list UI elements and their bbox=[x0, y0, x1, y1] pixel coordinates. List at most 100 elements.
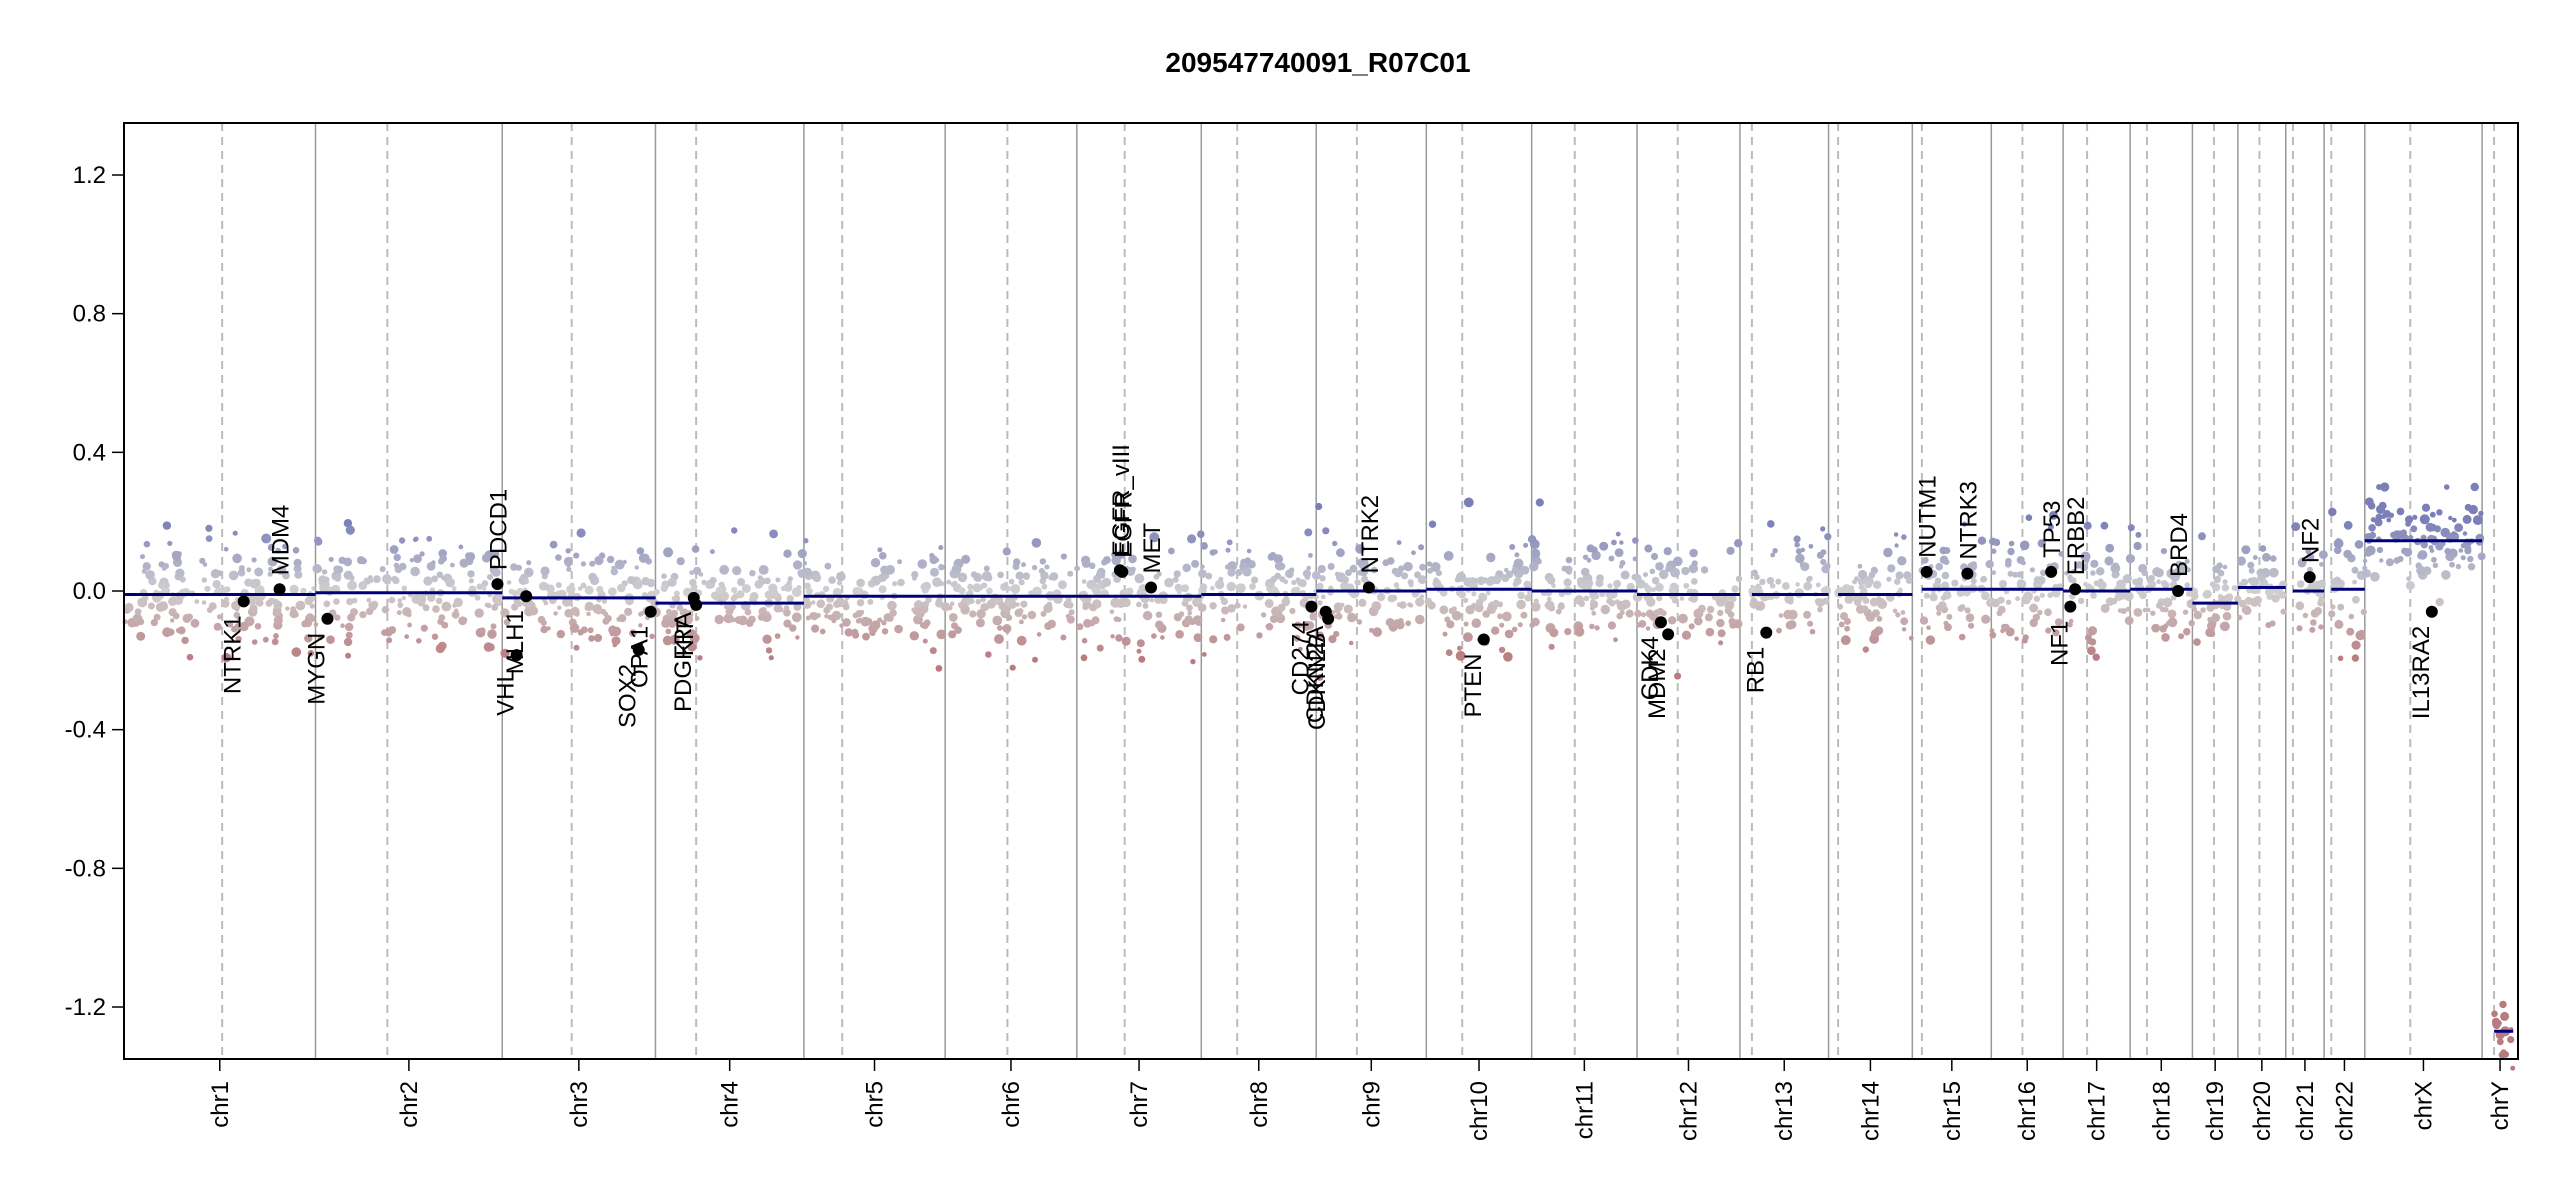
probe-point bbox=[972, 583, 982, 593]
probe-point bbox=[289, 584, 299, 595]
probe-point bbox=[1563, 578, 1572, 587]
probe-point bbox=[616, 616, 622, 622]
probe-point bbox=[1068, 609, 1075, 616]
probe-point bbox=[540, 566, 550, 576]
probe-point bbox=[673, 590, 680, 597]
probe-point bbox=[313, 622, 319, 627]
probe-point bbox=[1008, 578, 1015, 585]
probe-point bbox=[1694, 616, 1703, 626]
probe-point bbox=[158, 561, 165, 568]
probe-point bbox=[2161, 633, 2170, 642]
probe-point bbox=[1688, 623, 1695, 630]
probe-point bbox=[158, 601, 169, 611]
probe-point bbox=[333, 598, 340, 605]
probe-point bbox=[1578, 600, 1586, 607]
probe-point bbox=[638, 623, 643, 628]
probe-point bbox=[2037, 539, 2047, 548]
probe-point bbox=[940, 602, 951, 612]
probe-point bbox=[137, 618, 145, 625]
probe-point bbox=[1820, 526, 1826, 532]
probe-point bbox=[1283, 595, 1290, 602]
probe-point bbox=[1594, 625, 1600, 631]
probe-point bbox=[2162, 581, 2170, 589]
probe-point bbox=[186, 613, 194, 621]
probe-point bbox=[2318, 624, 2324, 630]
probe-point bbox=[2425, 522, 2435, 532]
probe-point bbox=[134, 608, 142, 616]
probe-point bbox=[2330, 604, 2336, 610]
probe-point bbox=[573, 644, 580, 651]
probe-point bbox=[1044, 564, 1050, 570]
probe-point bbox=[2351, 640, 2361, 650]
probe-point bbox=[1040, 610, 1047, 617]
probe-point bbox=[1735, 575, 1743, 582]
probe-point bbox=[2333, 538, 2344, 549]
probe-point bbox=[2358, 629, 2366, 637]
x-tick-label-chr5: chr5 bbox=[862, 1081, 889, 1128]
gene-marker-MET bbox=[1145, 581, 1158, 594]
probe-point bbox=[321, 569, 328, 575]
probe-point bbox=[213, 622, 222, 631]
probe-point bbox=[368, 602, 378, 611]
probe-point bbox=[842, 603, 850, 611]
probe-point bbox=[2376, 546, 2383, 554]
probe-point bbox=[967, 583, 974, 591]
probe-point bbox=[1197, 530, 1205, 538]
gene-marker-EGFR bbox=[1116, 565, 1129, 578]
probe-point bbox=[1858, 569, 1868, 580]
probe-point bbox=[2113, 571, 2120, 578]
probe-point bbox=[1728, 617, 1736, 626]
probe-point bbox=[2436, 509, 2443, 516]
probe-point bbox=[2499, 1000, 2507, 1009]
probe-point bbox=[1201, 652, 1207, 657]
probe-point bbox=[1869, 597, 1879, 607]
x-tick-label-chr20: chr20 bbox=[2249, 1081, 2276, 1141]
probe-point bbox=[2183, 627, 2191, 636]
probe-point bbox=[1122, 589, 1129, 596]
probe-point bbox=[1465, 605, 1475, 615]
probe-point bbox=[783, 549, 792, 558]
probe-point bbox=[596, 585, 604, 593]
probe-point bbox=[638, 611, 644, 617]
probe-point bbox=[2470, 482, 2479, 492]
probe-point bbox=[741, 584, 751, 593]
probe-point bbox=[2045, 627, 2052, 634]
probe-point bbox=[1187, 534, 1197, 544]
probe-point bbox=[1225, 547, 1231, 553]
probe-point bbox=[1197, 603, 1207, 612]
probe-point bbox=[2380, 482, 2390, 492]
probe-point bbox=[833, 600, 841, 608]
gene-label-NF2: NF2 bbox=[2298, 518, 2325, 563]
probe-point bbox=[1220, 597, 1229, 606]
probe-point bbox=[1934, 577, 1942, 584]
probe-point bbox=[543, 600, 549, 606]
probe-point bbox=[1330, 610, 1336, 615]
probe-point bbox=[810, 612, 819, 621]
y-tick-label: 0.0 bbox=[73, 578, 106, 605]
probe-point bbox=[400, 563, 406, 569]
probe-point bbox=[836, 571, 846, 582]
probe-point bbox=[386, 637, 393, 644]
probe-point bbox=[1993, 538, 2001, 547]
probe-point bbox=[1958, 633, 1966, 641]
probe-point bbox=[2305, 548, 2312, 555]
probe-point bbox=[1886, 576, 1892, 582]
probe-point bbox=[474, 608, 484, 618]
probe-point bbox=[627, 576, 636, 584]
probe-point bbox=[2478, 510, 2484, 517]
probe-point bbox=[285, 606, 290, 611]
probe-point bbox=[261, 533, 272, 544]
probe-point bbox=[500, 608, 510, 618]
probe-point bbox=[1841, 584, 1852, 595]
probe-point bbox=[765, 647, 773, 654]
probe-point bbox=[267, 543, 275, 552]
probe-point bbox=[2116, 579, 2126, 590]
probe-point bbox=[1795, 582, 1800, 587]
probe-point bbox=[1264, 599, 1274, 608]
probe-point bbox=[2025, 514, 2033, 521]
probe-point bbox=[293, 564, 302, 573]
probe-point bbox=[981, 571, 992, 582]
probe-point bbox=[2460, 555, 2466, 561]
probe-point bbox=[2500, 1011, 2510, 1021]
probe-point bbox=[2029, 567, 2035, 573]
